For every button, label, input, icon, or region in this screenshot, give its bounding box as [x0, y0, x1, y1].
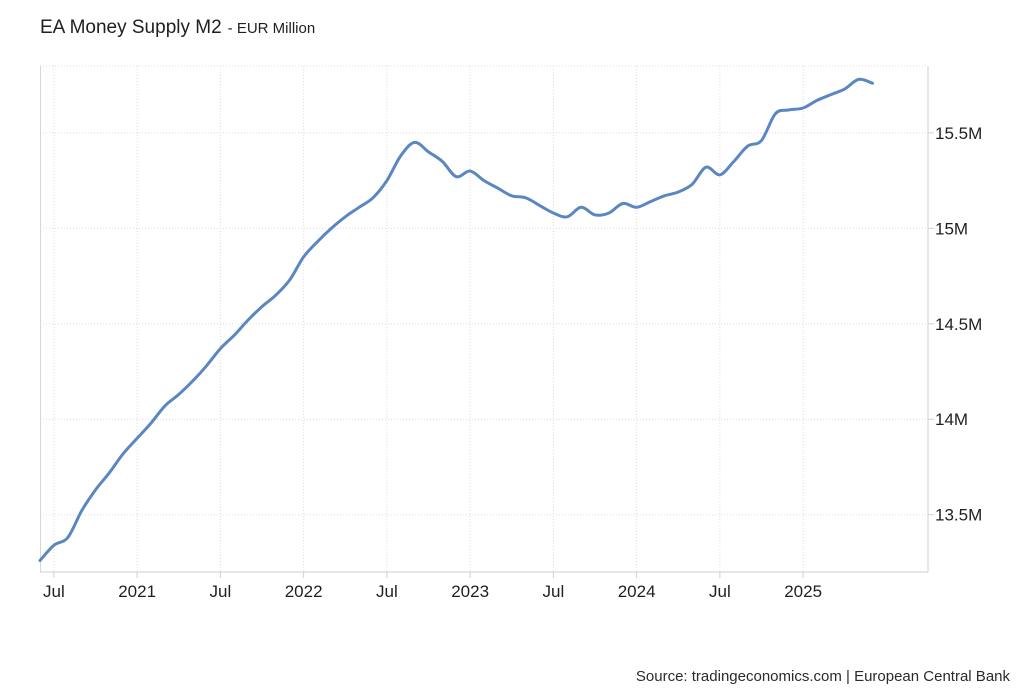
chart-title-group: EA Money Supply M2 - EUR Million — [40, 17, 315, 39]
y-tick-label: 13.5M — [935, 506, 982, 525]
x-tick-label: Jul — [543, 582, 565, 601]
x-tick-label: Jul — [210, 582, 232, 601]
chart-subtitle: - EUR Million — [227, 20, 316, 37]
y-tick-label: 15.5M — [935, 124, 982, 143]
x-tick-label: Jul — [376, 582, 398, 601]
y-tick-label: 14M — [935, 410, 968, 429]
line-chart: Jul 2021 Jul 2022 Jul 2023 Jul 2024 Jul 2025 13.5… — [38, 65, 982, 601]
x-tick-label: Jul — [43, 582, 65, 601]
x-tick-label: 2024 — [618, 582, 656, 601]
y-axis-ticks: 13.5M 14M 14.5M 15M 15.5M — [928, 124, 982, 525]
y-tick-label: 14.5M — [935, 315, 982, 334]
grid-lines — [40, 65, 928, 572]
x-tick-label: 2023 — [451, 582, 489, 601]
y-tick-label: 15M — [935, 219, 968, 238]
x-tick-label: 2025 — [784, 582, 822, 601]
chart-title: EA Money Supply M2 — [40, 17, 222, 38]
x-tick-label: Jul — [709, 582, 731, 601]
source-note: Source: tradingeconomics.com | European … — [635, 668, 1010, 685]
x-tick-label: 2022 — [285, 582, 323, 601]
plot-border-left — [40, 66, 41, 572]
x-axis-ticks: Jul 2021 Jul 2022 Jul 2023 Jul 2024 Jul 2025 — [43, 572, 822, 601]
x-tick-label: 2021 — [118, 582, 156, 601]
series-line — [38, 77, 874, 562]
